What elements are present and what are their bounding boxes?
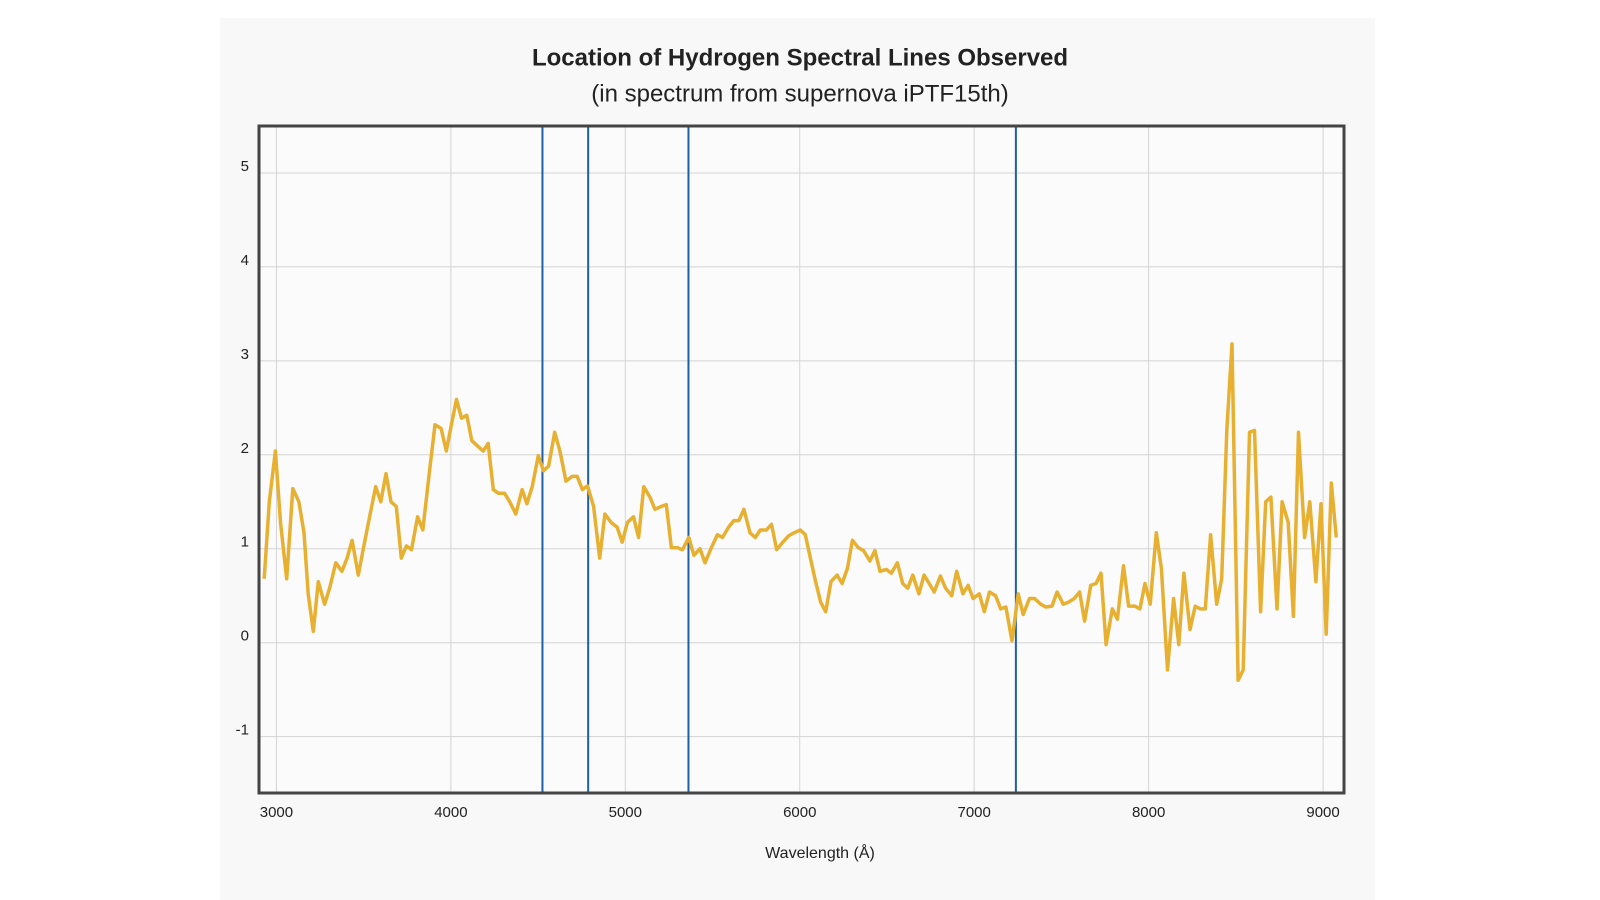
y-tick-label: 5 (241, 158, 249, 175)
x-tick-label: 8000 (1132, 804, 1165, 821)
x-axis-label: Wavelength (Å) (765, 843, 875, 862)
x-tick-label: 4000 (434, 804, 467, 821)
y-tick-label: 3 (241, 346, 249, 363)
x-tick-label: 9000 (1306, 804, 1339, 821)
x-tick-label: 7000 (958, 804, 991, 821)
plot-background (259, 126, 1344, 793)
x-tick-label: 6000 (783, 804, 816, 821)
chart-title: Location of Hydrogen Spectral Lines Obse… (532, 44, 1068, 71)
plot-border (257, 124, 1346, 795)
y-tick-label: 1 (241, 534, 249, 551)
y-tick-label: 4 (241, 252, 249, 269)
y-tick-label: 0 (241, 628, 249, 645)
x-tick-label: 5000 (609, 804, 642, 821)
x-tick-label: 3000 (260, 804, 293, 821)
spectrum-line (262, 342, 1339, 683)
chart-subtitle: (in spectrum from supernova iPTF15th) (591, 80, 1008, 107)
y-tick-label: -1 (236, 722, 249, 739)
y-tick-label: 2 (241, 440, 249, 457)
